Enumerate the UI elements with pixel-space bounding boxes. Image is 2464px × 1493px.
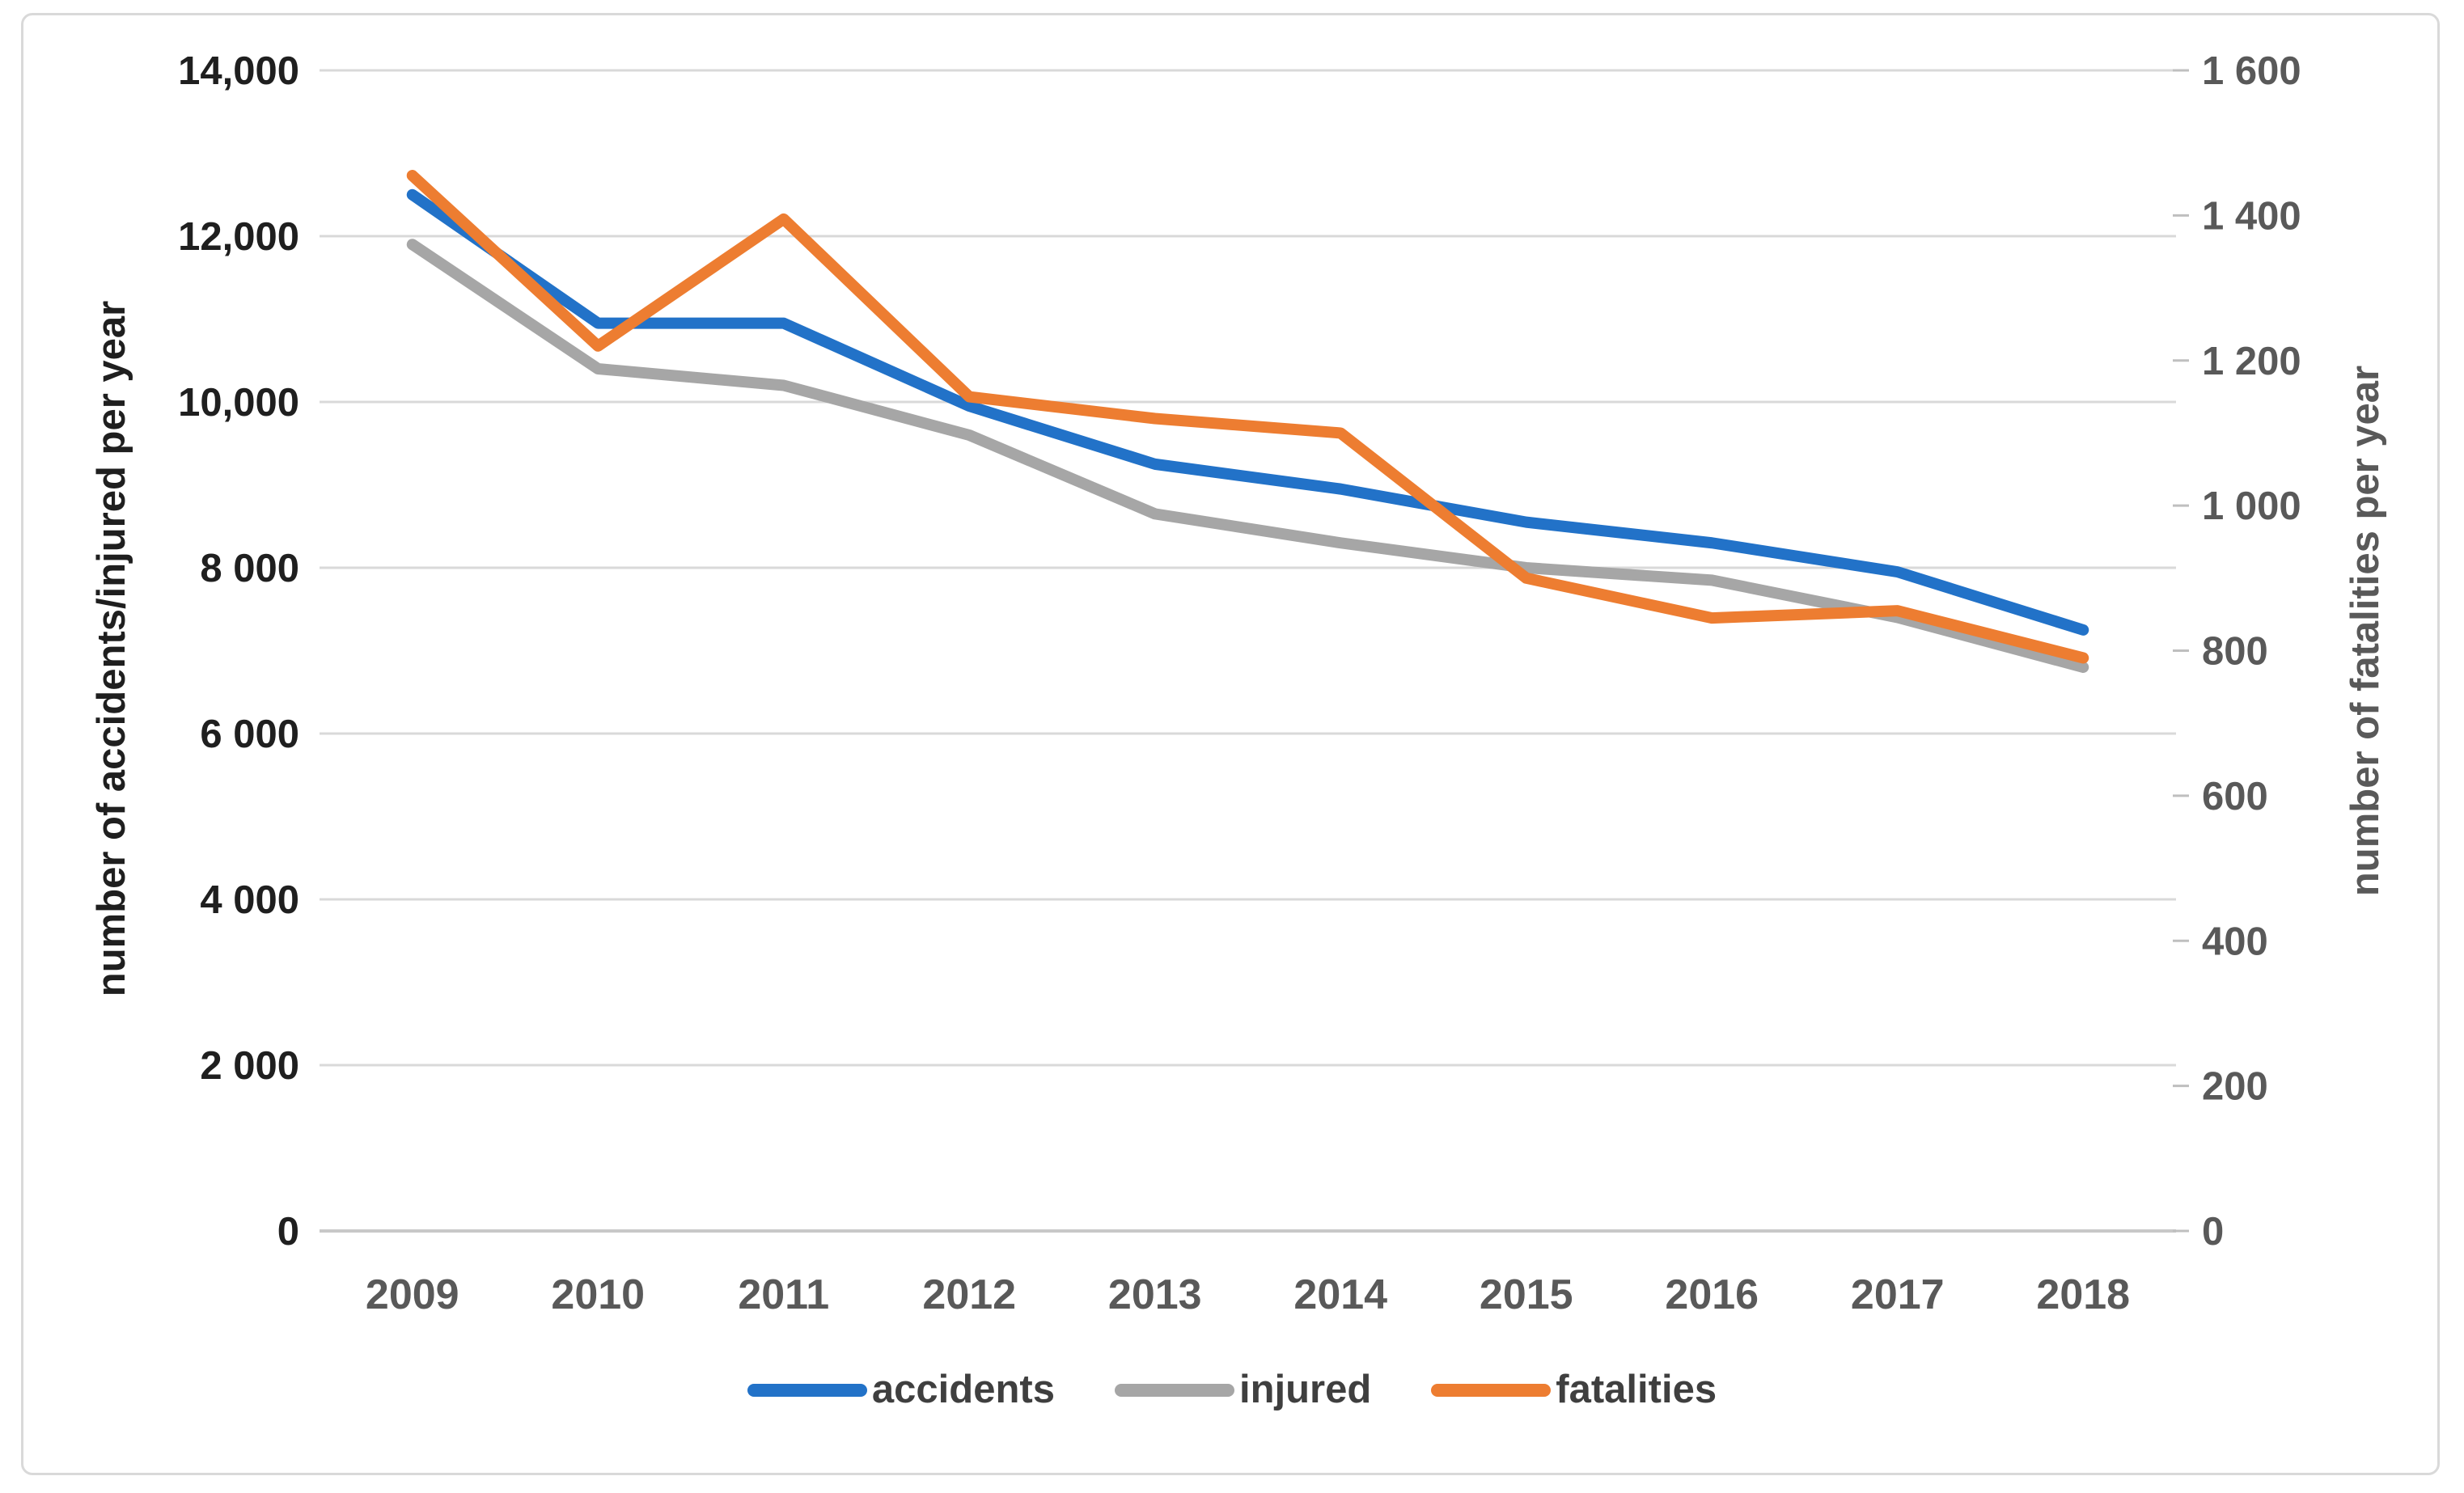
x-axis-tick-label: 2014	[1293, 1271, 1387, 1318]
right-axis-tick-label: 200	[2202, 1065, 2268, 1109]
accidents-line-swatch	[747, 1383, 867, 1397]
right-axis-tick-label: 1 000	[2202, 484, 2301, 528]
legend-item-accidents: accidents	[747, 1370, 1055, 1410]
legend-label-fatalities: fatalities	[1556, 1368, 1717, 1411]
series-line-injured	[406, 239, 2089, 673]
legend-item-injured: injured	[1114, 1368, 1372, 1411]
left-axis-tick-label: 6 000	[200, 713, 299, 756]
right-axis-tick-label: 1 400	[2202, 194, 2301, 238]
x-axis-tick-label: 2017	[1851, 1271, 1945, 1318]
right-axis-tick-label: 800	[2202, 630, 2268, 674]
x-axis-tick-label: 2009	[366, 1271, 459, 1318]
left-axis-tick-label: 10,000	[178, 381, 299, 425]
series-line-fatalities	[406, 170, 2089, 664]
legend-item-fatalities: fatalities	[1431, 1370, 1717, 1410]
legend-label-accidents: accidents	[871, 1368, 1055, 1411]
injured-line-swatch	[1114, 1383, 1234, 1397]
right-axis-tick-label: 600	[2202, 775, 2268, 818]
left-axis-tick-label: 14,000	[178, 49, 299, 93]
legend: accidents injured fatalities	[0, 1370, 2464, 1410]
legend-label-injured: injured	[1238, 1368, 1372, 1411]
left-axis-tick-label: 12,000	[178, 215, 299, 259]
x-axis-tick-label: 2018	[2036, 1271, 2130, 1318]
right-axis-tick-label: 1 600	[2202, 49, 2301, 93]
x-axis-tick-label: 2012	[922, 1271, 1016, 1318]
x-axis-tick-label: 2011	[738, 1271, 829, 1318]
x-axis-tick-label: 2013	[1108, 1271, 1202, 1318]
x-axis-tick-label: 2015	[1480, 1271, 1573, 1318]
right-axis-tick-label: 1 200	[2202, 340, 2301, 383]
left-axis-tick-label: 0	[277, 1210, 299, 1254]
right-axis-tick-label: 0	[2202, 1210, 2224, 1254]
fatalities-line-swatch	[1431, 1383, 1552, 1397]
left-axis-title: number of accidents/injured per year	[90, 300, 133, 997]
left-axis-tick-label: 8 000	[200, 547, 299, 590]
x-axis-tick-label: 2016	[1665, 1271, 1759, 1318]
right-axis-tick-label: 400	[2202, 920, 2268, 963]
x-axis-tick-label: 2010	[551, 1271, 645, 1318]
left-axis-tick-label: 2 000	[200, 1044, 299, 1088]
left-axis-tick-label: 4 000	[200, 878, 299, 922]
series-line-accidents	[406, 188, 2089, 636]
right-axis-title: number of fatalities per year	[2343, 365, 2387, 897]
